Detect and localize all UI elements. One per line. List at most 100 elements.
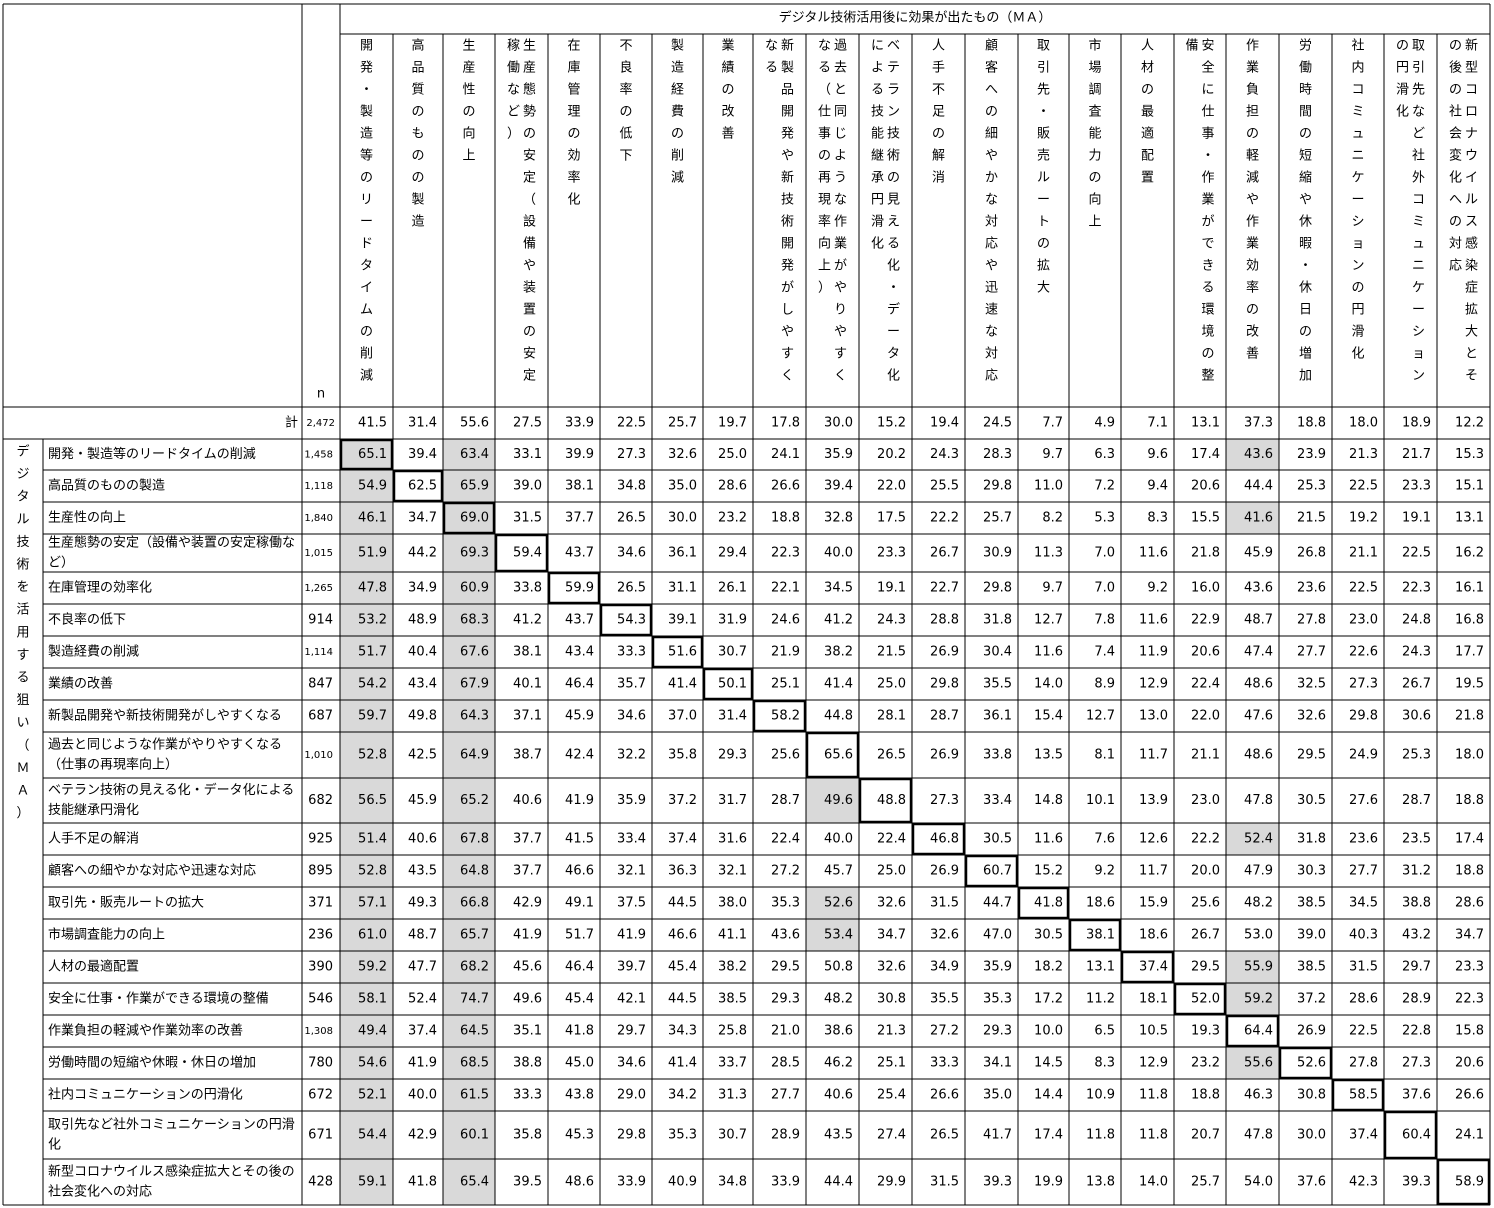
cell-value: 11.6 — [1034, 832, 1063, 847]
cell-value: 35.7 — [617, 677, 646, 692]
header-char: 最 — [1141, 105, 1154, 120]
cell-value: 24.3 — [930, 447, 959, 462]
cell-value: 61.5 — [460, 1088, 489, 1103]
cell-value: 41.4 — [824, 677, 853, 692]
cell-value: 28.6 — [1349, 992, 1378, 1007]
cell-value: 39.0 — [513, 479, 542, 494]
cell-value: 26.7 — [930, 546, 959, 561]
header-char: 滑 — [1351, 325, 1364, 340]
cell-value: 41.7 — [983, 1128, 1012, 1143]
table-row: 労働時間の短縮や休暇・休日の増加 780 54.6 41.9 68.5 38.8 45.0 3… — [48, 1055, 1484, 1071]
highlight-box — [547, 571, 601, 605]
header-char: シ — [1351, 215, 1364, 230]
cell-value: 46.1 — [358, 511, 387, 526]
cell-value: 22.9 — [1191, 613, 1220, 628]
cell-value: 41.2 — [824, 613, 853, 628]
cell-value: 49.6 — [513, 992, 542, 1007]
cell-value: 30.8 — [1297, 1088, 1326, 1103]
cell-value: 51.9 — [358, 546, 387, 561]
shaded-cell — [806, 778, 859, 823]
header-char: な — [985, 193, 998, 208]
cell-value: 35.8 — [513, 1128, 542, 1143]
column-headers: デジタル技術活用後に効果が出たもの（ＭＡ） n 開発・製造等のリードタイムの削減… — [317, 10, 1478, 402]
cell-value: 22.4 — [771, 832, 800, 847]
column-header-18: 作業負担の軽減や作業効率の改善 — [1246, 39, 1259, 362]
shaded-cell — [806, 919, 859, 951]
header-char: 術 — [781, 215, 794, 230]
cell-value: 51.6 — [668, 645, 697, 660]
header-char: 滑 — [1396, 83, 1409, 98]
row-label: 在庫管理の効率化 — [48, 580, 152, 596]
header-char: 化 — [1351, 347, 1364, 362]
cell-value: 22.5 — [1349, 581, 1378, 596]
cell-value: 22.8 — [1402, 1024, 1431, 1039]
header-char: じ — [834, 127, 847, 142]
cell-value: 20.0 — [1191, 864, 1220, 879]
header-char: 後 — [1449, 61, 1462, 76]
header-char: 円 — [1396, 61, 1409, 76]
header-char: 解 — [932, 149, 945, 164]
header-char: う — [834, 171, 847, 186]
highlight-box — [1331, 1078, 1385, 1112]
highlight-box — [494, 533, 549, 573]
cell-value: 15.8 — [1455, 1024, 1484, 1039]
cell-value: 26.9 — [930, 864, 959, 879]
row-label: 新型コロナウイルス感染症拡大とその後の — [48, 1164, 295, 1180]
cell-value: 25.7 — [1191, 1175, 1220, 1190]
cell-value: 24.1 — [771, 447, 800, 462]
row-n: 780 — [308, 1056, 333, 1071]
header-char: 発 — [360, 61, 373, 76]
cell-value: 40.0 — [824, 832, 853, 847]
row-label: 作業負担の軽減や作業効率の改善 — [48, 1023, 243, 1039]
cell-value: 43.6 — [1244, 581, 1273, 596]
header-char: 生 — [523, 39, 536, 54]
cell-value: 26.5 — [617, 581, 646, 596]
header-char: 下 — [619, 149, 632, 164]
header-char: の — [818, 149, 831, 164]
side-label-char: （ — [16, 738, 29, 753]
cell-value: 47.8 — [1244, 793, 1273, 808]
cell-value: 42.5 — [408, 748, 437, 763]
row-label: 開発・製造等のリードタイムの削減 — [48, 446, 256, 462]
total-value: 25.7 — [668, 416, 697, 431]
header-char: ョ — [1412, 347, 1425, 362]
cell-value: 22.2 — [1191, 832, 1220, 847]
header-char: 置 — [523, 303, 536, 318]
cell-value: 35.9 — [617, 793, 646, 808]
total-value: 15.2 — [877, 416, 906, 431]
cell-value: 65.1 — [358, 447, 387, 462]
cell-value: 22.4 — [877, 832, 906, 847]
cell-value: 29.4 — [718, 546, 747, 561]
header-char: 社 — [1412, 148, 1425, 164]
cell-value: 14.0 — [1034, 677, 1063, 692]
header-char: 短 — [1299, 149, 1312, 164]
cell-value: 37.4 — [1139, 960, 1168, 975]
cell-value: 13.8 — [1086, 1175, 1115, 1190]
header-char: ・ — [1037, 105, 1050, 120]
cell-value: 26.5 — [877, 748, 906, 763]
cell-value: 24.9 — [1349, 748, 1378, 763]
cell-value: 46.6 — [668, 928, 697, 943]
header-char: の — [411, 149, 424, 164]
header-char: 対 — [985, 215, 998, 230]
highlight-box — [599, 603, 653, 637]
cell-value: 41.9 — [408, 1056, 437, 1071]
cell-value: 35.5 — [930, 992, 959, 1007]
cell-value: 41.2 — [513, 613, 542, 628]
header-char: 業 — [1201, 192, 1214, 208]
shaded-cell — [340, 1159, 393, 1205]
cell-value: 30.6 — [1402, 709, 1431, 724]
cell-value: 30.0 — [668, 511, 697, 526]
header-char: な — [985, 325, 998, 340]
total-value: 19.4 — [930, 416, 959, 431]
header-char: 同 — [834, 105, 847, 120]
header-char: の — [462, 105, 475, 120]
cell-value: 59.2 — [1244, 992, 1273, 1007]
header-char: の — [721, 83, 734, 98]
shaded-cell — [340, 1015, 393, 1047]
side-label-char: Ｍ — [16, 761, 29, 776]
cell-value: 33.3 — [513, 1088, 542, 1103]
cell-value: 27.2 — [930, 1024, 959, 1039]
